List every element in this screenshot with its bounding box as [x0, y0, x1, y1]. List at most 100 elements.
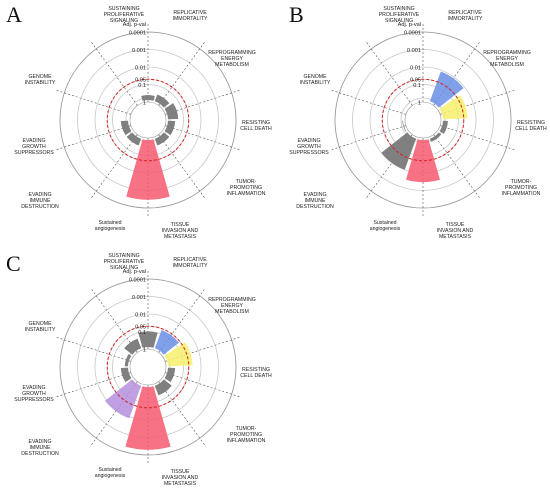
hallmark-label-line: PROLIFERATIVE	[104, 12, 145, 18]
hallmark-label: REPROGRAMMING ENERGY METABOLISM	[208, 297, 256, 315]
hallmark-label: REPROGRAMMING ENERGY METABOLISM	[483, 50, 531, 68]
hallmark-label-line: ENERGY	[221, 303, 243, 309]
hallmark-label-line: INFLAMMATION	[227, 438, 266, 444]
radial-axis-label: Adj. p-val	[123, 22, 146, 28]
hallmark-label-line: INFLAMMATION	[502, 191, 541, 197]
hallmark-label-line: METABOLISM	[490, 62, 524, 68]
hallmark-label-line: angiogenesis	[95, 473, 126, 479]
hallmark-label-line: EVADING	[23, 385, 46, 391]
hub-circle	[129, 101, 167, 139]
hallmark-label-line: INVASION AND	[162, 475, 199, 481]
hallmark-label: REPLICATIVE IMMORTALITY	[173, 10, 209, 22]
hallmark-label-line: IMMUNE	[304, 198, 326, 204]
radial-tick-label: 1	[143, 101, 146, 107]
spoke-line	[165, 89, 242, 115]
spoke-line	[90, 40, 138, 106]
hallmark-label-line: EVADING	[304, 192, 327, 198]
hallmark-label-line: SIGNALING	[110, 265, 138, 271]
hallmark-label-line: SUSTAINING	[108, 253, 139, 259]
hallmark-label-line: REPROGRAMMING	[208, 297, 256, 303]
hallmark-label: SUSTAINING PROLIFERATIVE SIGNALING	[379, 6, 420, 24]
hallmark-label-line: EVADING	[23, 138, 46, 144]
spoke-line	[440, 125, 517, 151]
hallmark-label: Sustained angiogenesis	[95, 220, 126, 232]
spoke-line	[165, 125, 242, 151]
hallmark-label-line: Sustained	[373, 220, 396, 226]
threshold-circle	[106, 78, 190, 162]
hallmark-bar	[164, 342, 193, 367]
radial-tick-label: 0.1	[413, 83, 421, 89]
hallmark-label-line: IMMORTALITY	[448, 16, 484, 22]
hallmark-bar	[126, 132, 142, 146]
spoke-line	[158, 381, 206, 447]
hallmark-bar	[124, 338, 142, 355]
hallmark-bar	[154, 379, 172, 396]
hallmark-label-line: INSTABILITY	[25, 80, 56, 86]
panel-letter-c: C	[6, 251, 21, 276]
hallmark-label: TUMOR-PROMOTING INFLAMMATION	[227, 179, 266, 197]
spoke-line	[433, 134, 481, 200]
radial-tick-label: 0.001	[407, 48, 421, 54]
hallmark-label: EVADING GROWTH SUPPRESSORS	[14, 385, 54, 403]
radial-tick-label: 1	[418, 101, 421, 107]
radial-tick-label: 0.0001	[129, 278, 146, 284]
radial-tick-label: 1	[143, 348, 146, 354]
hallmark-label: RESISTING CELL DEATH	[240, 120, 272, 132]
hallmark-label-line: angiogenesis	[95, 226, 126, 232]
hallmark-label-line: EVADING	[29, 439, 52, 445]
radial-tick-label: 0.01	[410, 66, 421, 72]
hallmark-bar	[164, 120, 176, 136]
hallmark-label-line: Sustained	[98, 467, 121, 473]
hallmark-label-line: INFLAMMATION	[227, 191, 266, 197]
hallmark-bar	[154, 330, 179, 355]
hallmark-label-line: RESISTING	[517, 120, 545, 126]
hallmark-label-line: TISSUE	[171, 222, 190, 228]
hallmark-label: Sustained angiogenesis	[370, 220, 401, 232]
hallmark-label-line: METASTASIS	[164, 481, 197, 487]
hallmark-label-line: DESTRUCTION	[21, 451, 59, 457]
radial-tick-label: 0.05	[410, 78, 421, 84]
hallmark-label-line: GENOME	[28, 74, 52, 80]
hallmark-label-line: METASTASIS	[164, 234, 197, 240]
hallmark-bar	[439, 95, 468, 120]
hallmark-bar	[154, 132, 170, 146]
hallmark-label-line: DESTRUCTION	[296, 204, 334, 210]
panel-c: C 1 0.1 0.05 0.01 0.001 0.0001 Adj. p-val SUSTA…	[0, 247, 275, 495]
hallmark-label: EVADING GROWTH SUPPRESSORS	[289, 138, 329, 156]
hallmark-label-line: ENERGY	[496, 56, 518, 62]
hallmark-label: TISSUE INVASION AND METASTASIS	[162, 222, 199, 240]
spoke-line	[158, 40, 206, 106]
hallmark-bar	[429, 71, 464, 108]
radial-axis-label: Adj. p-val	[123, 269, 146, 275]
hallmark-bar	[138, 331, 158, 348]
hallmark-label-line: PROMOTING	[505, 185, 537, 191]
hallmark-bar	[406, 139, 440, 183]
radial-tick-label: 0.05	[135, 78, 146, 84]
hallmark-label-line: SUPPRESSORS	[14, 150, 54, 156]
hallmark-label-line: GROWTH	[297, 144, 321, 150]
threshold-circle	[106, 325, 190, 409]
hallmark-label-line: GROWTH	[22, 391, 46, 397]
hallmark-label-line: TUMOR-	[236, 179, 257, 185]
hallmark-label-line: REPLICATIVE	[173, 257, 207, 263]
hallmark-bar	[124, 354, 132, 367]
hallmark-label-line: CELL DEATH	[240, 373, 272, 379]
spoke-line	[158, 134, 206, 200]
hallmark-label-line: REPROGRAMMING	[483, 50, 531, 56]
hallmark-label: EVADING IMMUNE DESTRUCTION	[21, 192, 59, 210]
hallmark-label: EVADING GROWTH SUPPRESSORS	[14, 138, 54, 156]
spoke-line	[54, 372, 131, 398]
panel-b: B 1 0.1 0.05 0.01 0.001 0.0001 Adj. p-val SUSTA…	[275, 0, 550, 248]
spoke-line	[365, 40, 413, 106]
hallmark-bar	[381, 132, 417, 170]
hallmark-label: TISSUE INVASION AND METASTASIS	[162, 469, 199, 487]
hallmark-label-line: REPLICATIVE	[448, 10, 482, 16]
hallmark-label: GENOME INSTABILITY	[300, 74, 331, 86]
hallmark-bar	[164, 103, 179, 120]
radial-tick-label: 0.05	[135, 325, 146, 331]
hallmark-label-line: TISSUE	[446, 222, 465, 228]
hallmark-label-line: TUMOR-	[236, 426, 257, 432]
